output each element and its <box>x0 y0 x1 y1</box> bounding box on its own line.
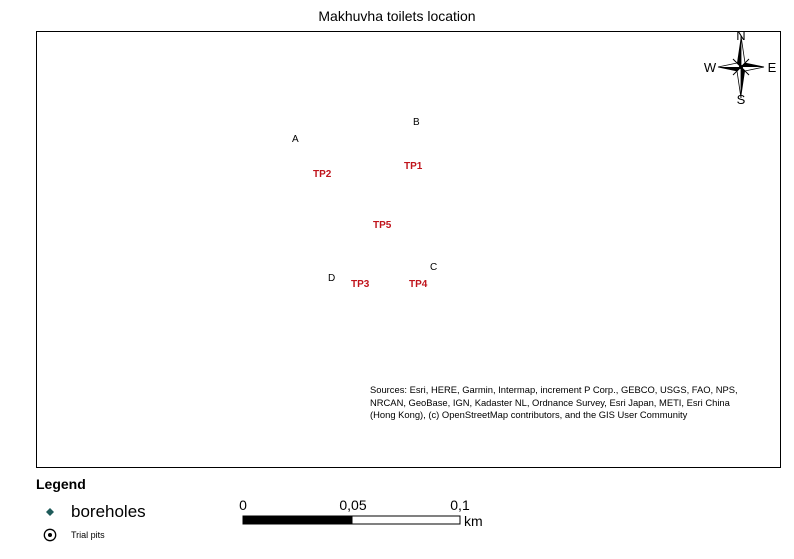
trial-pit-icon <box>43 528 57 542</box>
scale-tick-2: 0,1 <box>450 497 470 513</box>
borehole-icon <box>46 508 54 516</box>
borehole-label-c: C <box>430 262 438 273</box>
trial-pit-label-tp3: TP3 <box>351 279 370 290</box>
legend-item-boreholes: boreholes <box>44 502 146 522</box>
scale-bar: 0 0,05 0,1 km <box>239 497 483 529</box>
south-label: S <box>737 92 746 107</box>
scale-segment-empty <box>351 515 461 525</box>
legend-label-boreholes: boreholes <box>71 502 146 521</box>
legend-title: Legend <box>36 476 86 492</box>
borehole-label-b: B <box>413 117 420 128</box>
map-title: Makhuvha toilets location <box>318 8 476 24</box>
legend-item-trial-pits: Trial pits <box>43 528 105 542</box>
borehole-label-d: D <box>328 273 336 284</box>
scale-tick-1: 0,05 <box>339 497 366 513</box>
map-frame[interactable] <box>36 31 781 468</box>
trial-pit-label-tp5: TP5 <box>373 220 392 231</box>
legend-label-trial-pits: Trial pits <box>71 530 105 540</box>
borehole-label-a: A <box>292 134 299 145</box>
trial-pit-label-tp4: TP4 <box>409 279 428 290</box>
north-arrow-icon: N S E W <box>704 28 777 107</box>
north-label: N <box>736 28 745 43</box>
west-label: W <box>704 60 717 75</box>
east-label: E <box>768 60 777 75</box>
map-attribution: Sources: Esri, HERE, Garmin, Intermap, i… <box>370 384 738 420</box>
trial-pit-label-tp1: TP1 <box>404 161 423 172</box>
scale-unit: km <box>464 513 483 529</box>
trial-pit-label-tp2: TP2 <box>313 169 332 180</box>
scale-tick-0: 0 <box>239 497 247 513</box>
scale-segment-filled <box>242 515 353 525</box>
